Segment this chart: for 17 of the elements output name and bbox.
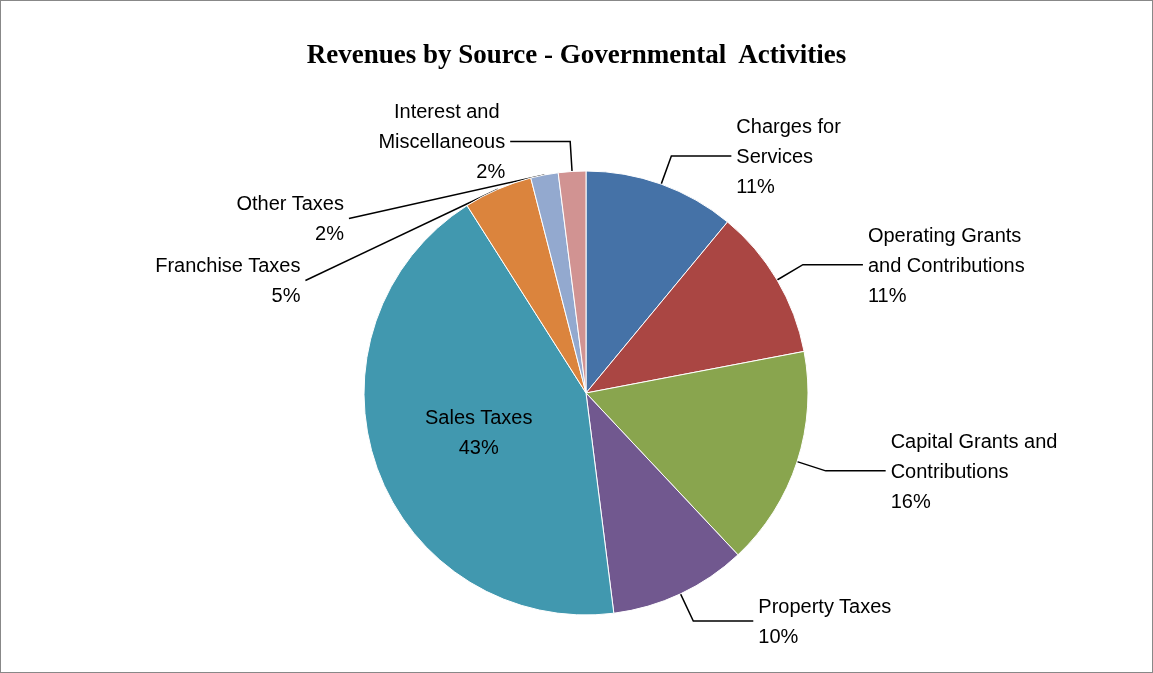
slice-label: Capital Grants and Contributions [890, 429, 1063, 482]
slice-label: Other Taxes [236, 192, 344, 215]
slice-label: Sales Taxes [425, 405, 533, 428]
slice-label: Charges for Services [736, 114, 847, 167]
data-label: 2% [476, 160, 506, 183]
chart-title: Revenues by Source - Governmental Activities [306, 38, 847, 69]
data-label: 5% [271, 284, 301, 307]
data-label: 2% [315, 222, 345, 245]
data-label: 43% [458, 435, 499, 458]
slice-label: Franchise Taxes [155, 254, 301, 277]
slice-label: Property Taxes [758, 595, 892, 618]
data-label: 10% [758, 625, 799, 648]
slice-label: Operating Grants and Contributions [867, 223, 1027, 276]
slice-label: Interest and Miscellaneous [378, 100, 506, 153]
data-label: 16% [890, 489, 931, 512]
data-label: 11% [736, 174, 776, 197]
data-label: 11% [867, 283, 907, 306]
